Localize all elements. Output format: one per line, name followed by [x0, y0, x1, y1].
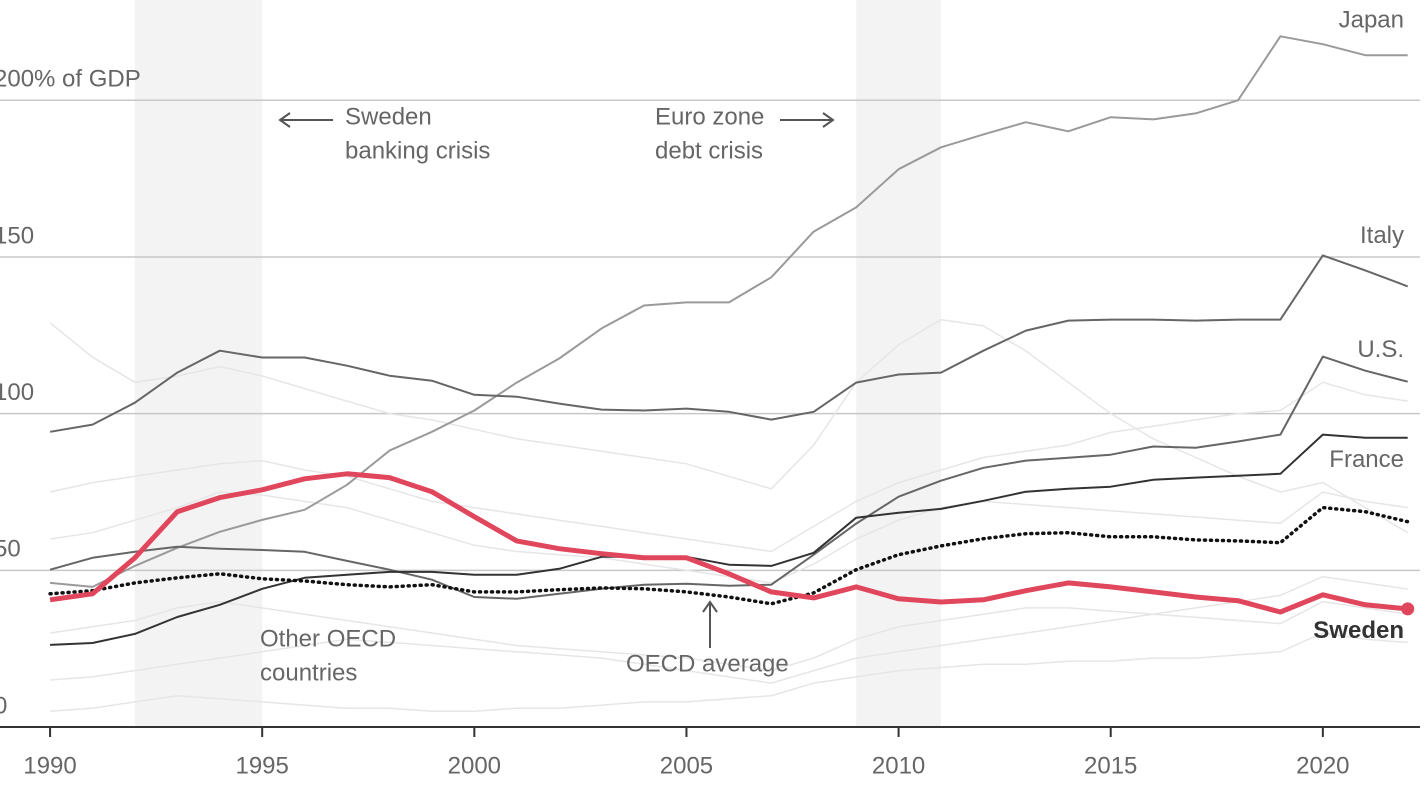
- series-line: [50, 35, 1408, 588]
- series-label: Japan: [1339, 6, 1404, 33]
- series-label: Sweden: [1313, 617, 1404, 644]
- y-tick-label: 0: [0, 692, 7, 719]
- background-line: [49, 318, 1409, 534]
- series-line: [49, 254, 1409, 433]
- background-line: [50, 632, 1408, 713]
- background-line: [49, 491, 1408, 584]
- arrow: [278, 112, 333, 128]
- series-line: [50, 433, 1408, 646]
- series-line: [49, 471, 1408, 615]
- y-tick-label: 100: [0, 379, 34, 406]
- series-label: France: [1329, 446, 1404, 473]
- x-tick-label: 1990: [23, 752, 76, 779]
- series-label: U.S.: [1357, 336, 1404, 363]
- x-tick-label: 2005: [660, 752, 713, 779]
- series-label: Italy: [1360, 222, 1404, 249]
- arrow: [702, 600, 718, 648]
- series-line: [48, 505, 1410, 606]
- shaded-period: [134, 0, 263, 727]
- x-tick-label: 2015: [1084, 752, 1137, 779]
- background-line: [49, 381, 1408, 553]
- x-tick-label: 2010: [872, 752, 925, 779]
- background-line: [50, 575, 1408, 684]
- annotation: Sweden: [345, 103, 432, 130]
- annotation: Euro zone: [655, 103, 764, 130]
- y-tick-label: 150: [0, 222, 34, 249]
- y-tick-label: 50: [0, 536, 21, 563]
- series-line: [49, 355, 1408, 600]
- background-line: [49, 600, 1408, 672]
- annotation: debt crisis: [655, 137, 763, 164]
- annotation: Other OECD: [260, 625, 396, 652]
- end-dot: [1401, 602, 1415, 616]
- annotation: countries: [260, 659, 357, 686]
- x-tick-label: 2000: [448, 752, 501, 779]
- shaded-period: [856, 0, 942, 727]
- x-tick-label: 2020: [1296, 752, 1349, 779]
- x-tick-label: 1995: [235, 752, 288, 779]
- annotation: OECD average: [626, 650, 789, 677]
- annotation: banking crisis: [345, 137, 490, 164]
- arrow: [780, 112, 835, 128]
- y-tick-label: 200% of GDP: [0, 66, 141, 93]
